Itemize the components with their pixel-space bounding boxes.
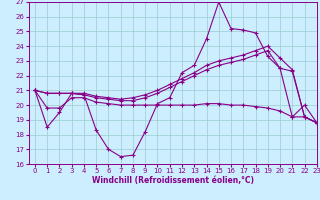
X-axis label: Windchill (Refroidissement éolien,°C): Windchill (Refroidissement éolien,°C) [92,176,254,185]
